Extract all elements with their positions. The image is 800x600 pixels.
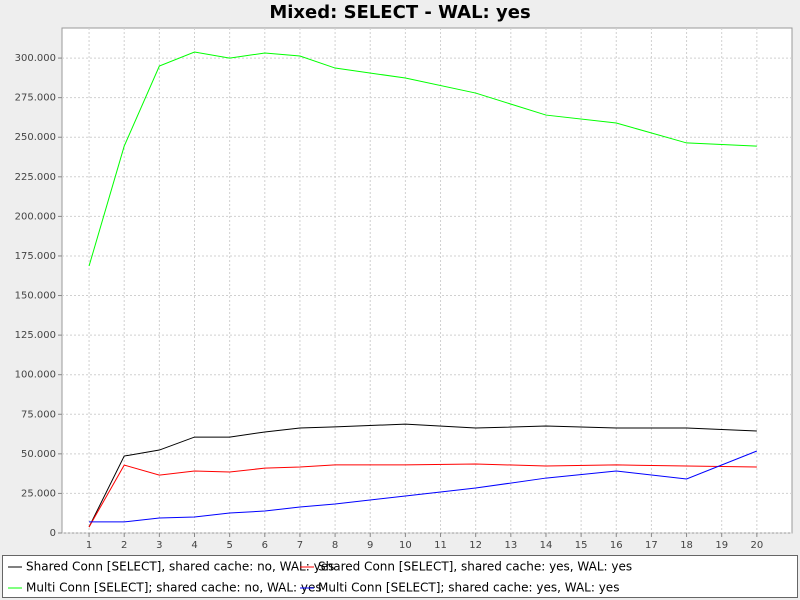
x-tick-label: 20 bbox=[750, 540, 763, 551]
y-tick-label: 200.000 bbox=[15, 211, 56, 222]
x-tick-label: 1 bbox=[86, 540, 92, 551]
y-tick-label: 125.000 bbox=[15, 330, 56, 341]
x-tick-label: 14 bbox=[540, 540, 553, 551]
x-tick-label: 8 bbox=[332, 540, 338, 551]
y-tick-label: 175.000 bbox=[15, 251, 56, 262]
series-line bbox=[89, 450, 758, 523]
x-tick-label: 16 bbox=[610, 540, 623, 551]
series-line bbox=[88, 423, 757, 528]
y-tick-label: 50.000 bbox=[21, 449, 56, 460]
y-tick-label: 275.000 bbox=[15, 93, 56, 104]
x-tick-label: 2 bbox=[121, 540, 127, 551]
legend bbox=[2, 555, 798, 598]
x-tick-label: 10 bbox=[399, 540, 412, 551]
y-tick-label: 300.000 bbox=[15, 53, 56, 64]
x-tick-label: 18 bbox=[680, 540, 693, 551]
legend-label: Multi Conn [SELECT]; shared cache: yes, … bbox=[318, 581, 619, 595]
x-tick-label: 5 bbox=[226, 540, 232, 551]
legend-label: Shared Conn [SELECT], shared cache: yes,… bbox=[318, 560, 632, 574]
y-tick-label: 100.000 bbox=[15, 370, 56, 381]
x-tick-label: 15 bbox=[575, 540, 588, 551]
y-tick-label: 75.000 bbox=[21, 409, 56, 420]
x-tick-label: 12 bbox=[469, 540, 482, 551]
legend-label: Multi Conn [SELECT]; shared cache: no, W… bbox=[26, 581, 322, 595]
y-tick-label: 0 bbox=[50, 528, 56, 539]
series-line bbox=[88, 463, 757, 528]
x-tick-label: 7 bbox=[297, 540, 303, 551]
x-tick-label: 4 bbox=[191, 540, 197, 551]
series-line bbox=[88, 51, 757, 267]
x-tick-label: 17 bbox=[645, 540, 658, 551]
y-tick-label: 25.000 bbox=[21, 488, 56, 499]
legend-label: Shared Conn [SELECT], shared cache: no, … bbox=[26, 560, 334, 574]
y-tick-label: 150.000 bbox=[15, 291, 56, 302]
y-tick-label: 225.000 bbox=[15, 172, 56, 183]
x-tick-label: 13 bbox=[504, 540, 517, 551]
x-tick-label: 11 bbox=[434, 540, 447, 551]
x-tick-label: 6 bbox=[262, 540, 268, 551]
x-tick-label: 19 bbox=[715, 540, 728, 551]
y-tick-label: 250.000 bbox=[15, 132, 56, 143]
plot-area bbox=[61, 27, 793, 534]
x-tick-label: 3 bbox=[156, 540, 162, 551]
x-tick-label: 9 bbox=[367, 540, 373, 551]
chart-title: Mixed: SELECT - WAL: yes bbox=[269, 2, 530, 23]
